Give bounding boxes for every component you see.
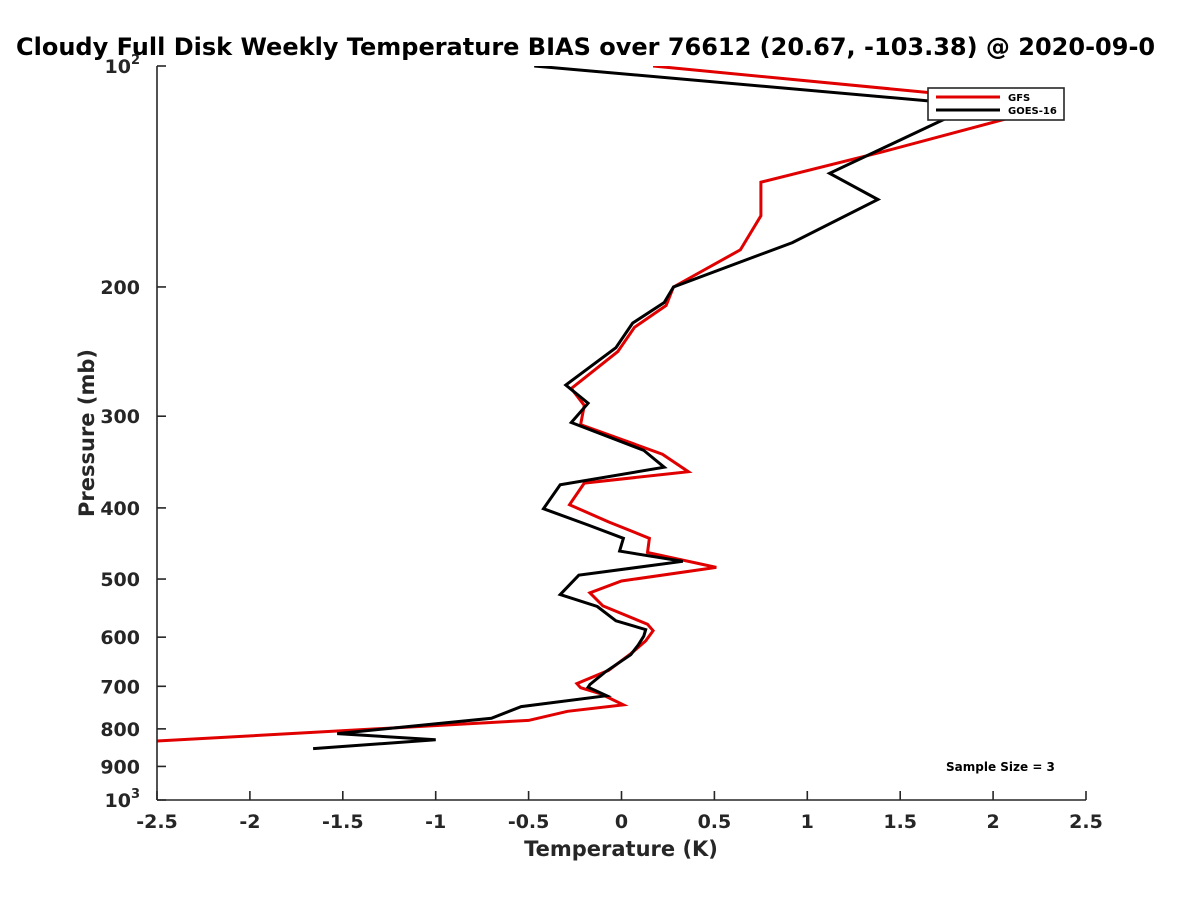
y-tick-base: 10: [105, 56, 131, 78]
axes: [156, 66, 1086, 801]
x-tick-label: -1.5: [322, 811, 364, 833]
legend-box: [927, 87, 1065, 121]
x-tick-label: 2.5: [1069, 811, 1103, 833]
series-layer: [157, 66, 1059, 751]
legend-label: GOES-16: [1008, 106, 1057, 117]
x-tick-label: 0.5: [698, 811, 732, 833]
y-axis-label: Pressure (mb): [75, 349, 99, 517]
legend-label: GFS: [1008, 93, 1030, 104]
y-tick-exponent: 3: [131, 787, 140, 802]
y-tick-label: 800: [100, 719, 140, 741]
x-tick-label: -0.5: [508, 811, 550, 833]
x-tick-label: -2.5: [136, 811, 178, 833]
y-tick-base: 10: [105, 790, 131, 812]
y-tick-label: 500: [100, 569, 140, 591]
x-tick-label: 1.5: [883, 811, 917, 833]
sample-size-annotation: Sample Size = 3: [946, 760, 1055, 774]
x-tick-label: -1: [425, 811, 446, 833]
y-tick-label: 700: [100, 676, 140, 698]
x-tick-label: 0: [615, 811, 628, 833]
y-tick-label: 400: [100, 498, 140, 520]
y-tick-label: 300: [100, 406, 140, 428]
y-tick-label: 200: [100, 277, 140, 299]
y-tick-exponent: 2: [131, 53, 140, 68]
y-tick-label: 102: [105, 53, 141, 78]
x-tick-label: 1: [801, 811, 814, 833]
series-line-gfs: [157, 66, 1059, 743]
y-tick-label: 900: [100, 756, 140, 778]
x-axis-label: Temperature (K): [524, 837, 718, 861]
y-tick-label: 600: [100, 627, 140, 649]
x-tick-label: 2: [986, 811, 999, 833]
x-tick-label: -2: [239, 811, 260, 833]
legend: GFS GOES-16: [927, 87, 1065, 121]
y-tick-label: 103: [105, 787, 141, 812]
chart-title: Cloudy Full Disk Weekly Temperature BIAS…: [16, 33, 1155, 61]
series-line-goes-16: [312, 66, 981, 751]
x-ticks: -2.5 -2 -1.5 -1 -0.5 0 0.5 1 1.5 2 2.5: [136, 791, 1103, 833]
